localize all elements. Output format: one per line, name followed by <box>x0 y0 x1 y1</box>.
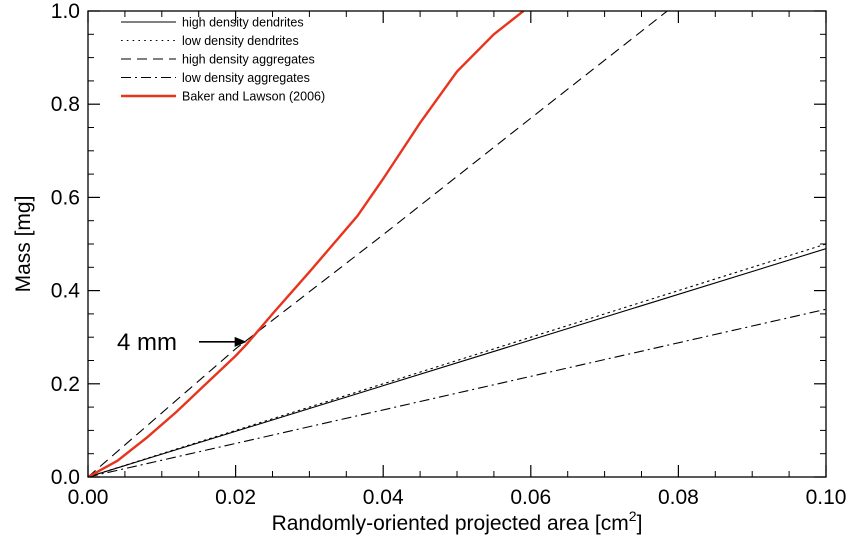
annotation-arrow-head <box>234 336 247 347</box>
series-line-4 <box>88 11 525 477</box>
y-axis-label: Mass [mg] <box>12 196 35 293</box>
tick-labels: 0.00 0.02 0.04 0.06 0.08 0.10 0.0 0.2 0.4 0.6 0.8 1… <box>51 0 847 509</box>
legend: high density dendrites low density dendri… <box>121 16 325 104</box>
legend-label-3: low density aggregates <box>182 71 310 85</box>
legend-label-2: high density aggregates <box>182 53 315 67</box>
legend-label-1: low density dendrites <box>182 34 299 48</box>
x-tick-label: 0.04 <box>363 486 404 509</box>
legend-label-4: Baker and Lawson (2006) <box>182 90 325 104</box>
y-tick-label: 0.6 <box>51 186 80 209</box>
y-tick-label: 0.4 <box>51 280 81 303</box>
ticks <box>87 10 827 478</box>
annotation-4mm: 4 mm <box>117 329 247 356</box>
series-line-3 <box>88 308 826 477</box>
x-axis-label-superscript: 2 <box>629 508 637 524</box>
legend-label-0: high density dendrites <box>182 16 304 30</box>
plot-lines <box>88 11 826 477</box>
series-line-1 <box>88 243 826 477</box>
y-tick-label: 1.0 <box>51 0 80 23</box>
y-tick-label: 0.0 <box>51 466 80 489</box>
y-tick-label: 0.8 <box>51 93 80 116</box>
x-tick-label: 0.00 <box>68 486 109 509</box>
x-axis-label: Randomly-oriented projected area [cm2] <box>272 508 643 535</box>
x-axis-label-suffix: ] <box>637 512 643 535</box>
annotation-text: 4 mm <box>117 329 177 356</box>
x-tick-label: 0.02 <box>215 486 256 509</box>
series-line-2 <box>88 11 668 477</box>
x-tick-label: 0.06 <box>510 486 551 509</box>
x-tick-label: 0.10 <box>806 486 847 509</box>
series-line-0 <box>88 248 826 477</box>
x-tick-label: 0.08 <box>658 486 699 509</box>
x-axis-label-text: Randomly-oriented projected area [cm <box>272 512 629 535</box>
y-tick-label: 0.2 <box>51 373 80 396</box>
